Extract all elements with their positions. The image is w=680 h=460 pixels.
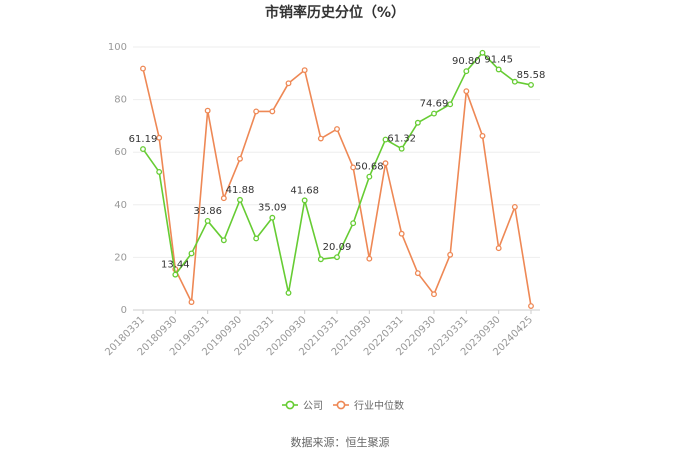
data-point[interactable] <box>398 145 405 152</box>
data-point[interactable] <box>237 155 243 162</box>
data-point[interactable] <box>334 126 340 133</box>
series-line <box>142 68 532 307</box>
data-point[interactable] <box>431 110 437 117</box>
data-label: 50.68 <box>355 162 384 173</box>
y-tick-label: 40 <box>114 200 127 211</box>
data-label: 33.86 <box>193 206 222 217</box>
legend-marker <box>285 400 295 410</box>
data-label: 13.44 <box>161 260 190 271</box>
data-point[interactable] <box>317 135 324 142</box>
legend-label: 行业中位数 <box>354 399 404 412</box>
data-point[interactable] <box>414 270 421 277</box>
data-point[interactable] <box>285 80 292 87</box>
data-label: 20.09 <box>323 242 352 253</box>
data-label: 74.69 <box>420 99 449 110</box>
y-tick-label: 0 <box>121 305 127 316</box>
y-axis: 0 20 40 60 80 100 <box>108 42 127 316</box>
data-point[interactable] <box>301 67 308 74</box>
data-point[interactable] <box>269 214 276 221</box>
data-point[interactable] <box>172 271 179 278</box>
data-label: 85.58 <box>517 70 546 81</box>
legend-marker <box>336 400 346 410</box>
source-note: 数据来源：恒生聚源 <box>291 435 390 449</box>
data-point[interactable] <box>463 68 470 75</box>
data-label: 41.68 <box>290 185 319 196</box>
data-point[interactable] <box>414 119 421 126</box>
legend-label: 公司 <box>303 401 323 412</box>
data-point[interactable] <box>366 255 373 262</box>
data-point[interactable] <box>495 245 502 252</box>
data-point[interactable] <box>188 250 195 257</box>
data-point[interactable] <box>350 220 357 227</box>
data-point[interactable] <box>528 81 534 88</box>
data-point[interactable] <box>350 164 357 171</box>
data-point[interactable] <box>253 235 260 242</box>
data-point[interactable] <box>140 65 146 72</box>
data-point[interactable] <box>188 299 195 306</box>
data-point[interactable] <box>447 101 454 108</box>
data-point[interactable] <box>495 66 502 73</box>
y-tick-label: 80 <box>114 95 127 106</box>
data-point[interactable] <box>301 197 308 204</box>
data-point[interactable] <box>269 108 276 115</box>
data-point[interactable] <box>366 173 373 180</box>
series-group <box>140 49 534 310</box>
data-point[interactable] <box>317 256 324 263</box>
data-point[interactable] <box>156 134 163 141</box>
data-label: 91.45 <box>484 54 513 65</box>
data-point[interactable] <box>334 254 340 261</box>
data-label: 61.19 <box>129 134 158 145</box>
grid <box>133 46 540 311</box>
data-point[interactable] <box>479 132 486 139</box>
y-tick-label: 20 <box>114 252 127 263</box>
data-point[interactable] <box>237 196 243 203</box>
data-point[interactable] <box>220 195 227 202</box>
data-point[interactable] <box>382 136 389 143</box>
data-label: 35.09 <box>258 203 287 214</box>
data-point[interactable] <box>285 289 292 296</box>
data-label: 90.80 <box>452 56 481 67</box>
data-point[interactable] <box>204 107 211 114</box>
legend[interactable]: 公司 行业中位数 <box>282 399 404 412</box>
data-point[interactable] <box>511 78 518 85</box>
data-point[interactable] <box>382 160 389 167</box>
legend-item[interactable]: 行业中位数 <box>333 399 404 412</box>
data-point[interactable] <box>156 168 163 175</box>
chart-title: 市销率历史分位（%） <box>265 4 405 21</box>
y-tick-label: 100 <box>108 42 127 53</box>
data-point[interactable] <box>431 291 437 298</box>
data-label: 61.32 <box>387 134 416 145</box>
data-point[interactable] <box>140 146 146 153</box>
data-point[interactable] <box>204 217 211 224</box>
data-point[interactable] <box>528 303 534 310</box>
data-label: 41.88 <box>226 185 255 196</box>
data-point[interactable] <box>447 251 454 258</box>
data-point[interactable] <box>463 88 470 95</box>
y-tick-label: 60 <box>114 147 127 158</box>
data-point[interactable] <box>398 230 405 237</box>
data-point[interactable] <box>479 49 486 56</box>
data-point[interactable] <box>511 203 518 210</box>
legend-item[interactable]: 公司 <box>282 400 323 412</box>
data-point[interactable] <box>220 237 227 244</box>
x-axis: 2018033120180930201903312019093020200331… <box>103 310 535 358</box>
data-point[interactable] <box>253 108 260 115</box>
